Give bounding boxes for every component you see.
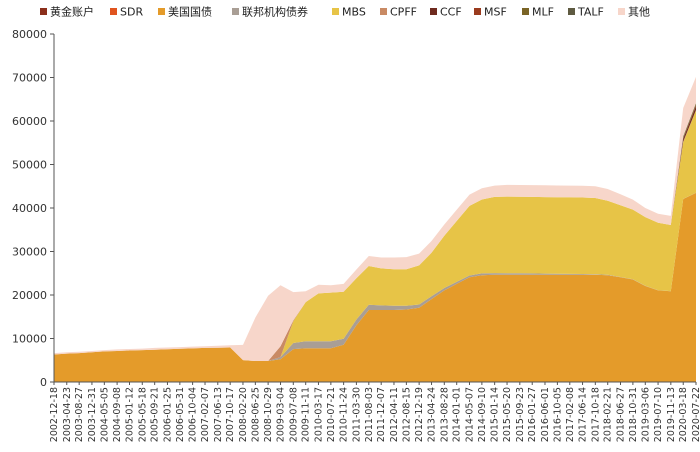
legend: 黄金账户 SDR 美国国债 联邦机构债券 MBS CPFF CCF MSF MLF TALF 其他 [40, 5, 650, 19]
x-tick-label: 2009-03-04 [276, 387, 287, 442]
plot-area [54, 76, 696, 382]
legend-label: 联邦机构债券 [242, 5, 308, 19]
x-tick-label: 2016-10-05 [552, 387, 563, 442]
area-series-2 [54, 192, 696, 382]
x-tick-label: 2018-10-31 [628, 387, 639, 442]
x-tick-label: 2020-07-22 [691, 387, 700, 442]
x-tick-label: 2012-08-15 [401, 387, 412, 442]
legend-swatch [474, 8, 481, 15]
x-tick-label: 2011-03-30 [351, 387, 362, 442]
legend-swatch [332, 8, 339, 15]
x-tick-label: 2012-04-11 [389, 387, 400, 442]
legend-swatch [380, 8, 387, 15]
legend-label: MBS [342, 6, 366, 19]
x-tick-label: 2008-10-29 [263, 387, 274, 442]
x-tick-label: 2003-12-31 [87, 387, 98, 442]
x-tick-label: 2011-12-07 [376, 387, 387, 442]
y-tick-label: 30000 [12, 246, 47, 259]
x-tick-label: 2005-05-18 [137, 387, 148, 442]
y-tick-label: 80000 [12, 28, 47, 41]
x-tick-label: 2010-03-17 [313, 387, 324, 442]
x-tick-label: 2017-02-08 [565, 387, 576, 442]
x-tick-label: 2013-04-24 [427, 387, 438, 442]
x-tick-label: 2015-09-23 [515, 387, 526, 442]
x-tick-label: 2015-01-14 [490, 387, 501, 442]
legend-swatch [110, 8, 117, 15]
x-tick-label: 2019-07-10 [653, 387, 664, 442]
x-tick-label: 2011-08-03 [364, 387, 375, 442]
legend-label: TALF [577, 6, 604, 19]
y-tick-label: 60000 [12, 115, 47, 128]
x-tick-label: 2014-01-01 [452, 387, 463, 442]
y-tick-label: 0 [40, 376, 47, 389]
legend-label: 美国国债 [168, 5, 212, 19]
y-tick-label: 10000 [12, 333, 47, 346]
legend-label: SDR [120, 6, 143, 19]
y-tick-label: 50000 [12, 159, 47, 172]
x-tick-label: 2014-05-07 [464, 387, 475, 442]
x-tick-label: 2017-06-14 [578, 387, 589, 442]
legend-label: CPFF [390, 6, 417, 19]
x-tick-label: 2018-06-27 [615, 387, 626, 442]
x-tick-label: 2004-09-08 [112, 387, 123, 442]
legend-label: 黄金账户 [50, 5, 94, 19]
x-tick-label: 2003-04-23 [62, 387, 73, 442]
x-tick-label: 2015-05-20 [502, 387, 513, 442]
x-tick-label: 2002-12-18 [49, 387, 60, 442]
x-tick-label: 2008-06-25 [250, 387, 261, 442]
x-tick-label: 2014-09-10 [477, 387, 488, 442]
legend-swatch [232, 8, 239, 15]
y-tick-label: 40000 [12, 202, 47, 215]
legend-swatch [158, 8, 165, 15]
x-tick-label: 2008-02-20 [238, 387, 249, 442]
x-tick-label: 2018-02-21 [603, 387, 614, 442]
x-tick-label: 2010-11-24 [339, 387, 350, 442]
x-tick-label: 2016-01-27 [527, 387, 538, 442]
legend-swatch [618, 8, 625, 15]
x-tick-label: 2012-12-19 [414, 387, 425, 442]
x-tick-label: 2007-10-17 [225, 387, 236, 442]
x-tick-label: 2016-06-01 [540, 387, 551, 442]
x-tick-label: 2019-11-13 [666, 387, 677, 442]
x-tick-label: 2007-06-13 [213, 387, 224, 442]
y-tick-label: 20000 [12, 289, 47, 302]
x-tick-label: 2013-08-28 [439, 387, 450, 442]
legend-swatch [430, 8, 437, 15]
x-tick-label: 2006-01-25 [162, 387, 173, 442]
x-tick-label: 2009-07-08 [288, 387, 299, 442]
x-tick-label: 2004-05-05 [99, 387, 110, 442]
legend-label: 其他 [628, 6, 650, 19]
axes: 0 10000 20000 30000 40000 50000 60000 70000 8000… [12, 28, 700, 442]
x-tick-label: 2020-03-18 [678, 387, 689, 442]
x-tick-label: 2005-09-21 [150, 387, 161, 442]
legend-swatch [568, 8, 575, 15]
x-tick-label: 2010-07-21 [326, 387, 337, 442]
x-tick-label: 2007-02-07 [200, 387, 211, 442]
legend-label: MLF [532, 6, 554, 19]
x-tick-label: 2017-10-18 [590, 387, 601, 442]
x-tick-label: 2006-05-31 [175, 387, 186, 442]
x-tick-label: 2006-10-04 [188, 387, 199, 442]
legend-label: CCF [440, 6, 462, 19]
y-tick-label: 70000 [12, 72, 47, 85]
x-tick-label: 2019-03-06 [640, 387, 651, 442]
area-series-4 [54, 110, 696, 361]
legend-swatch [522, 8, 529, 15]
legend-swatch [40, 8, 47, 15]
x-tick-label: 2009-11-11 [301, 387, 312, 442]
legend-label: MSF [484, 6, 507, 19]
x-tick-label: 2005-01-12 [125, 387, 136, 442]
x-tick-label: 2003-08-27 [74, 387, 85, 442]
